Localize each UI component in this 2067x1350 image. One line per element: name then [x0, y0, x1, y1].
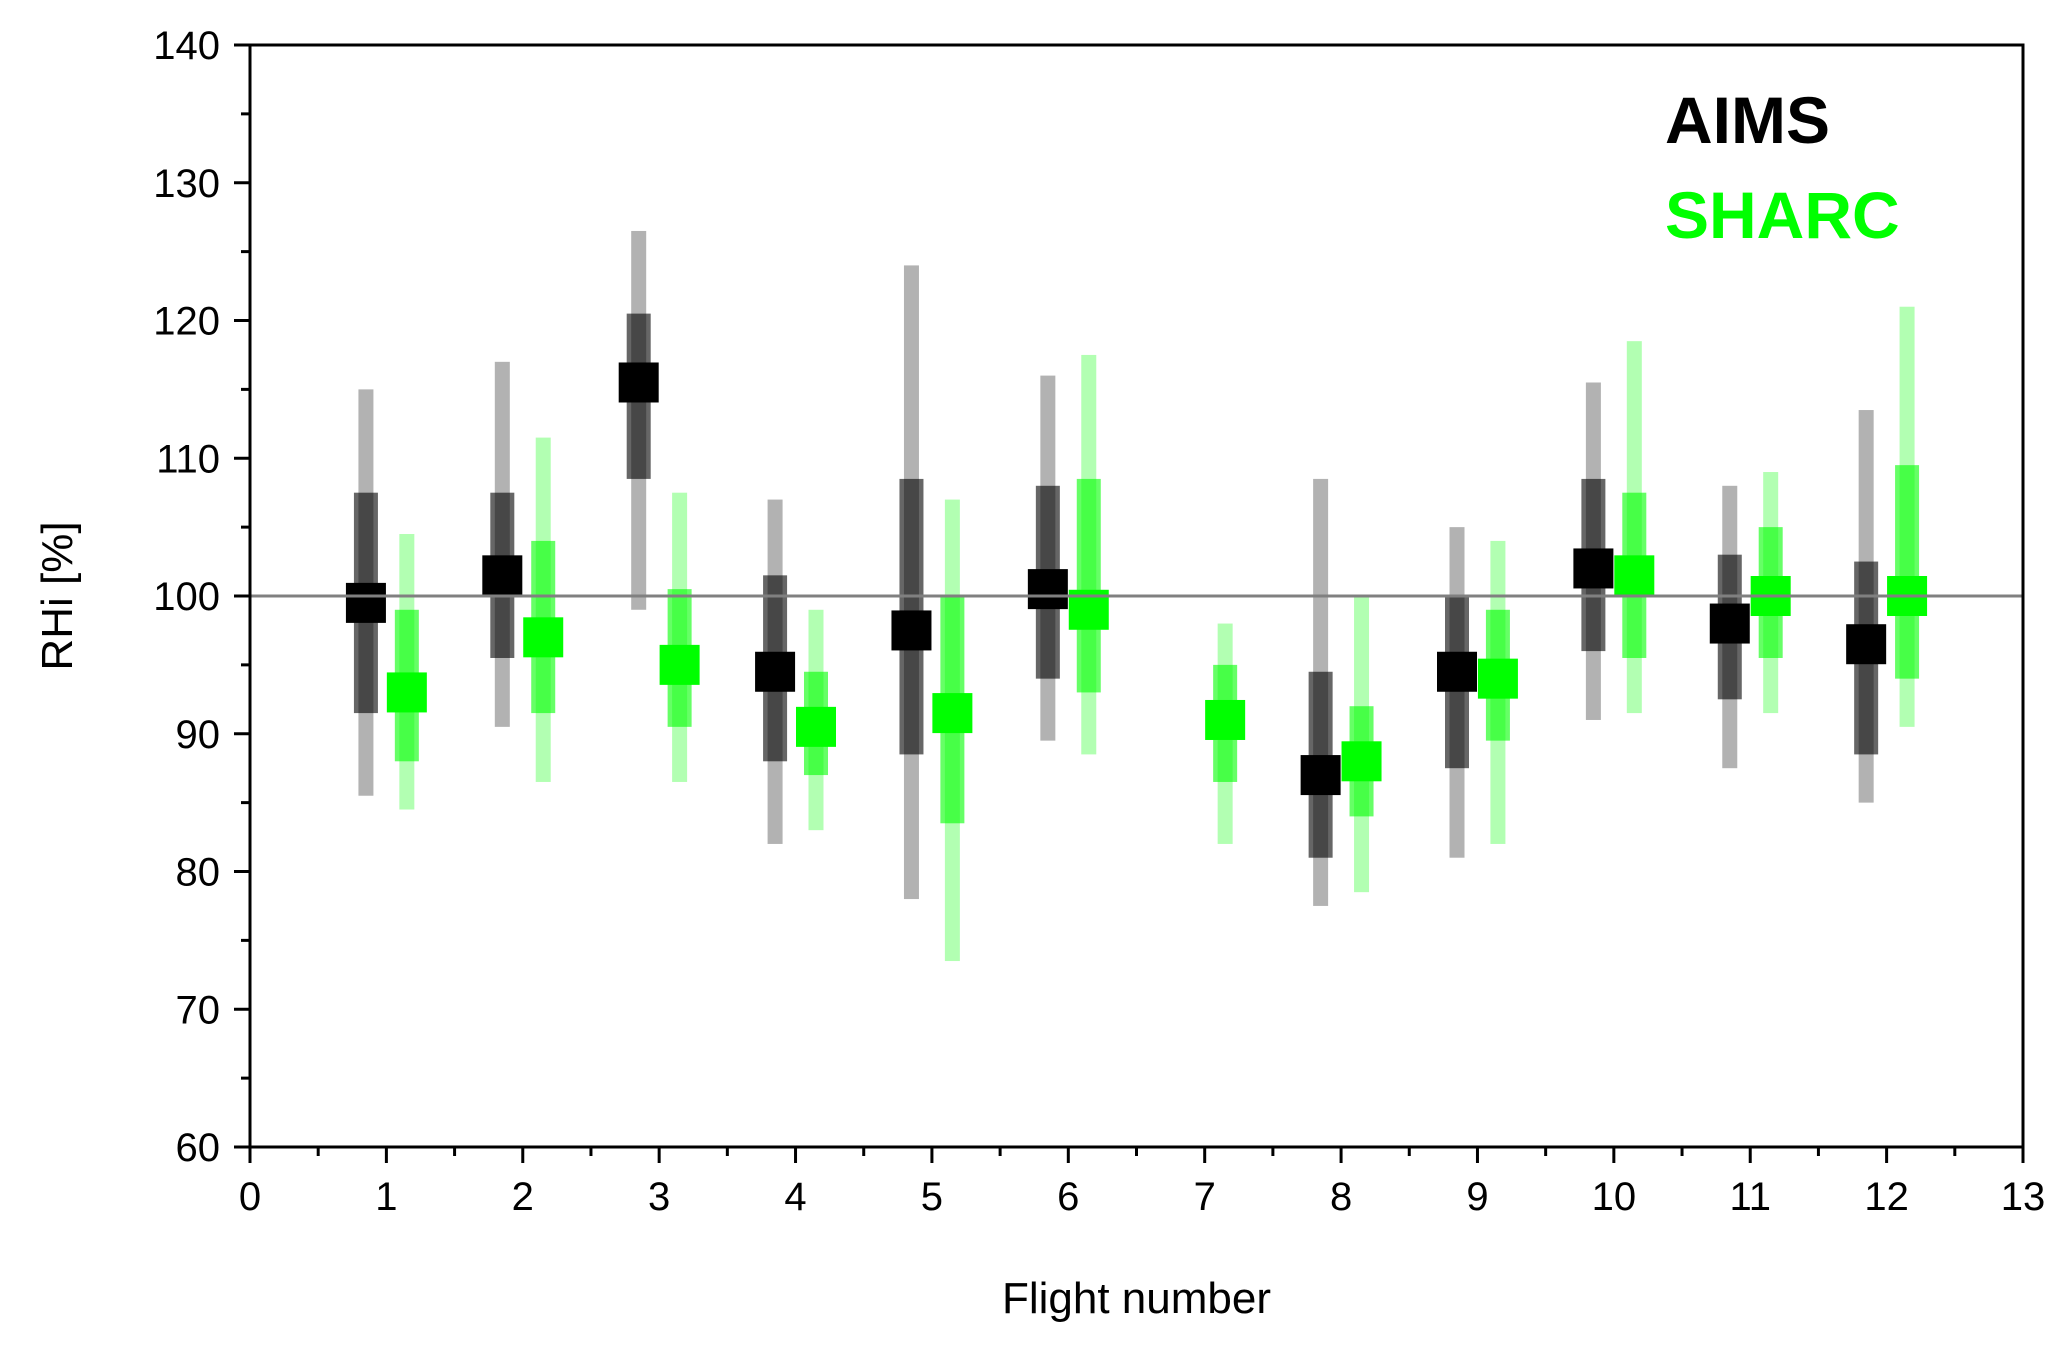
- sharc-median-marker: [932, 693, 973, 734]
- aims-median-marker: [1573, 548, 1614, 589]
- x-tick-label: 2: [512, 1175, 534, 1219]
- aims-median-marker: [482, 555, 523, 596]
- sharc-median-marker: [795, 706, 836, 747]
- aims-median-marker: [755, 651, 796, 692]
- y-axis-title: RHi [%]: [33, 521, 82, 670]
- y-tick-label: 140: [153, 24, 220, 68]
- x-tick-label: 10: [1592, 1175, 1637, 1219]
- sharc-median-marker: [523, 617, 564, 658]
- x-tick-label: 6: [1057, 1175, 1079, 1219]
- sharc-median-marker: [1614, 555, 1655, 596]
- series-aims: [345, 230, 1887, 906]
- sharc-median-marker: [1477, 658, 1518, 699]
- plot-marks: [345, 230, 1928, 962]
- x-tick-label: 11: [1729, 1175, 1771, 1219]
- series-sharc: [386, 306, 1928, 962]
- sharc-median-marker: [1341, 741, 1382, 782]
- x-axis-title: Flight number: [1002, 1274, 1271, 1323]
- x-tick-label: 7: [1194, 1175, 1216, 1219]
- sharc-median-marker: [386, 672, 427, 713]
- y-tick-label: 70: [176, 988, 221, 1032]
- y-tick-label: 80: [176, 851, 221, 895]
- x-tick-label: 12: [1864, 1175, 1909, 1219]
- aims-median-marker: [891, 610, 932, 651]
- y-tick-label: 120: [153, 300, 220, 344]
- x-tick-label: 3: [648, 1175, 670, 1219]
- legend-entry-sharc: SHARC: [1665, 178, 1900, 252]
- y-tick-label: 60: [176, 1126, 221, 1170]
- y-tick-label: 110: [156, 437, 220, 481]
- legend: AIMS SHARC: [1665, 83, 1900, 252]
- aims-median-marker: [1300, 755, 1341, 796]
- aims-median-marker: [1437, 651, 1478, 692]
- aims-median-marker: [345, 582, 386, 623]
- aims-median-marker: [1027, 569, 1068, 610]
- y-tick-label: 130: [153, 162, 220, 206]
- aims-median-marker: [1846, 624, 1887, 665]
- x-tick-label: 13: [2001, 1175, 2046, 1219]
- sharc-quartile-bar: [1895, 465, 1920, 679]
- sharc-median-marker: [659, 644, 700, 685]
- x-tick-label: 8: [1330, 1175, 1352, 1219]
- y-tick-label: 90: [176, 713, 221, 757]
- x-tick-label: 9: [1466, 1175, 1488, 1219]
- x-tick-label: 5: [921, 1175, 943, 1219]
- x-tick-label: 1: [375, 1175, 397, 1219]
- axes: 0 1 2 3 4 5 6 7 8 9 10 11 12 136070809010011012013014…: [153, 24, 2045, 1219]
- x-tick-label: 0: [239, 1175, 261, 1219]
- sharc-quartile-bar: [1076, 478, 1101, 693]
- aims-median-marker: [618, 362, 659, 403]
- y-tick-label: 100: [153, 575, 220, 619]
- aims-median-marker: [1709, 603, 1750, 644]
- sharc-median-marker: [1205, 699, 1246, 740]
- legend-entry-aims: AIMS: [1665, 83, 1830, 157]
- x-tick-label: 4: [784, 1175, 806, 1219]
